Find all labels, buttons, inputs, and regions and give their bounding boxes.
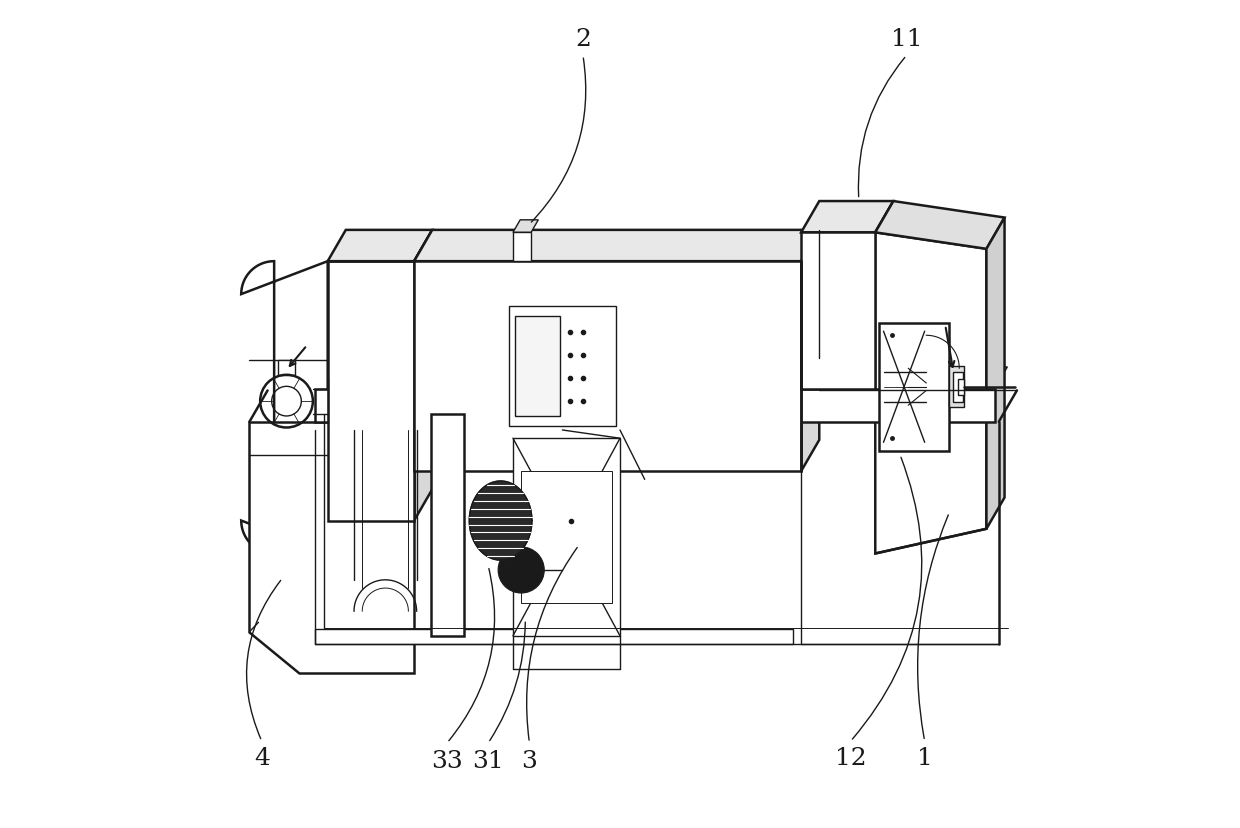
- Bar: [879, 324, 950, 451]
- Polygon shape: [513, 220, 538, 233]
- Polygon shape: [875, 202, 893, 389]
- Bar: [532, 494, 565, 547]
- Bar: [430, 414, 464, 636]
- Bar: [513, 439, 620, 636]
- Polygon shape: [801, 202, 893, 233]
- Polygon shape: [801, 230, 820, 472]
- Bar: [952, 373, 962, 402]
- Polygon shape: [987, 219, 1004, 529]
- Polygon shape: [469, 481, 532, 561]
- Circle shape: [513, 562, 529, 579]
- Polygon shape: [430, 405, 472, 414]
- Circle shape: [506, 556, 536, 585]
- Bar: [315, 629, 792, 644]
- Polygon shape: [414, 230, 433, 521]
- Bar: [327, 262, 414, 521]
- Text: 33: 33: [432, 749, 463, 773]
- Bar: [521, 472, 611, 603]
- Bar: [315, 389, 994, 422]
- Bar: [516, 317, 560, 416]
- Bar: [950, 367, 965, 408]
- Text: 2: 2: [575, 28, 591, 51]
- Text: 31: 31: [472, 749, 505, 773]
- Polygon shape: [875, 233, 987, 554]
- Circle shape: [498, 547, 544, 594]
- Polygon shape: [414, 230, 820, 262]
- Bar: [414, 262, 801, 472]
- Bar: [801, 233, 875, 389]
- Bar: [565, 506, 577, 536]
- Bar: [278, 360, 295, 375]
- Polygon shape: [249, 422, 414, 673]
- Polygon shape: [513, 423, 632, 439]
- Text: 12: 12: [835, 746, 867, 769]
- Polygon shape: [875, 202, 1004, 249]
- Text: 4: 4: [254, 746, 270, 769]
- Bar: [957, 379, 965, 396]
- Bar: [508, 307, 616, 426]
- Text: 11: 11: [890, 28, 923, 51]
- Text: 3: 3: [522, 749, 537, 773]
- Polygon shape: [242, 262, 327, 554]
- Text: 1: 1: [916, 746, 932, 769]
- Bar: [513, 233, 531, 262]
- Polygon shape: [315, 368, 1007, 389]
- Polygon shape: [327, 230, 433, 262]
